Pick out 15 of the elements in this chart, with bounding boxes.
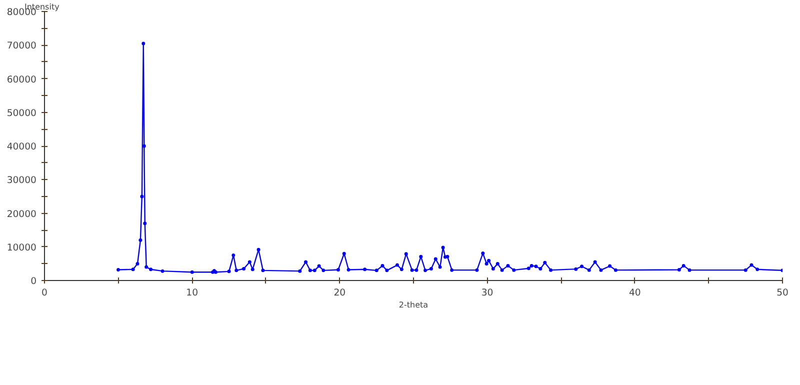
x-tick-label: 0 <box>42 288 48 298</box>
y-tick-label: 10000 <box>6 242 37 254</box>
y-tick-label: 30000 <box>6 175 37 186</box>
y-tick-label: 70000 <box>6 40 37 52</box>
x-axis-title: 2-theta <box>398 300 428 310</box>
y-tick-label: 20000 <box>6 208 37 220</box>
y-tick-label: 50000 <box>6 108 37 119</box>
x-tick-label: 30 <box>481 288 494 298</box>
y-tick-label: 60000 <box>6 74 37 86</box>
y-tick-label: 0 <box>30 276 37 287</box>
x-tick-label: 20 <box>334 288 346 298</box>
x-tick-label: 50 <box>776 288 788 298</box>
y-tick-label: 40000 <box>6 142 37 152</box>
x-tick-label: 10 <box>186 288 198 298</box>
x-tick-label: 40 <box>628 288 641 298</box>
